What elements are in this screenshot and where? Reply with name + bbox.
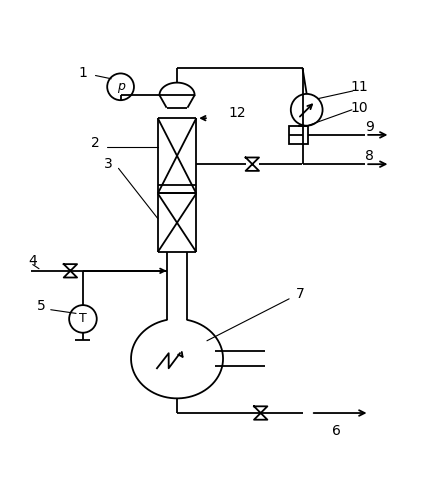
Text: 9: 9 — [365, 119, 374, 134]
Text: p: p — [117, 80, 125, 93]
Text: 3: 3 — [104, 157, 112, 171]
Text: T: T — [79, 312, 87, 326]
Text: 5: 5 — [37, 299, 45, 313]
Text: 2: 2 — [91, 136, 100, 150]
Text: 4: 4 — [28, 254, 37, 268]
Text: 1: 1 — [78, 66, 88, 80]
Text: 6: 6 — [331, 424, 341, 438]
Text: 7: 7 — [296, 287, 305, 301]
Text: 12: 12 — [229, 106, 247, 120]
Text: 11: 11 — [350, 80, 368, 94]
Text: 10: 10 — [350, 101, 368, 115]
Bar — [289, 125, 307, 144]
Text: 8: 8 — [365, 149, 374, 163]
